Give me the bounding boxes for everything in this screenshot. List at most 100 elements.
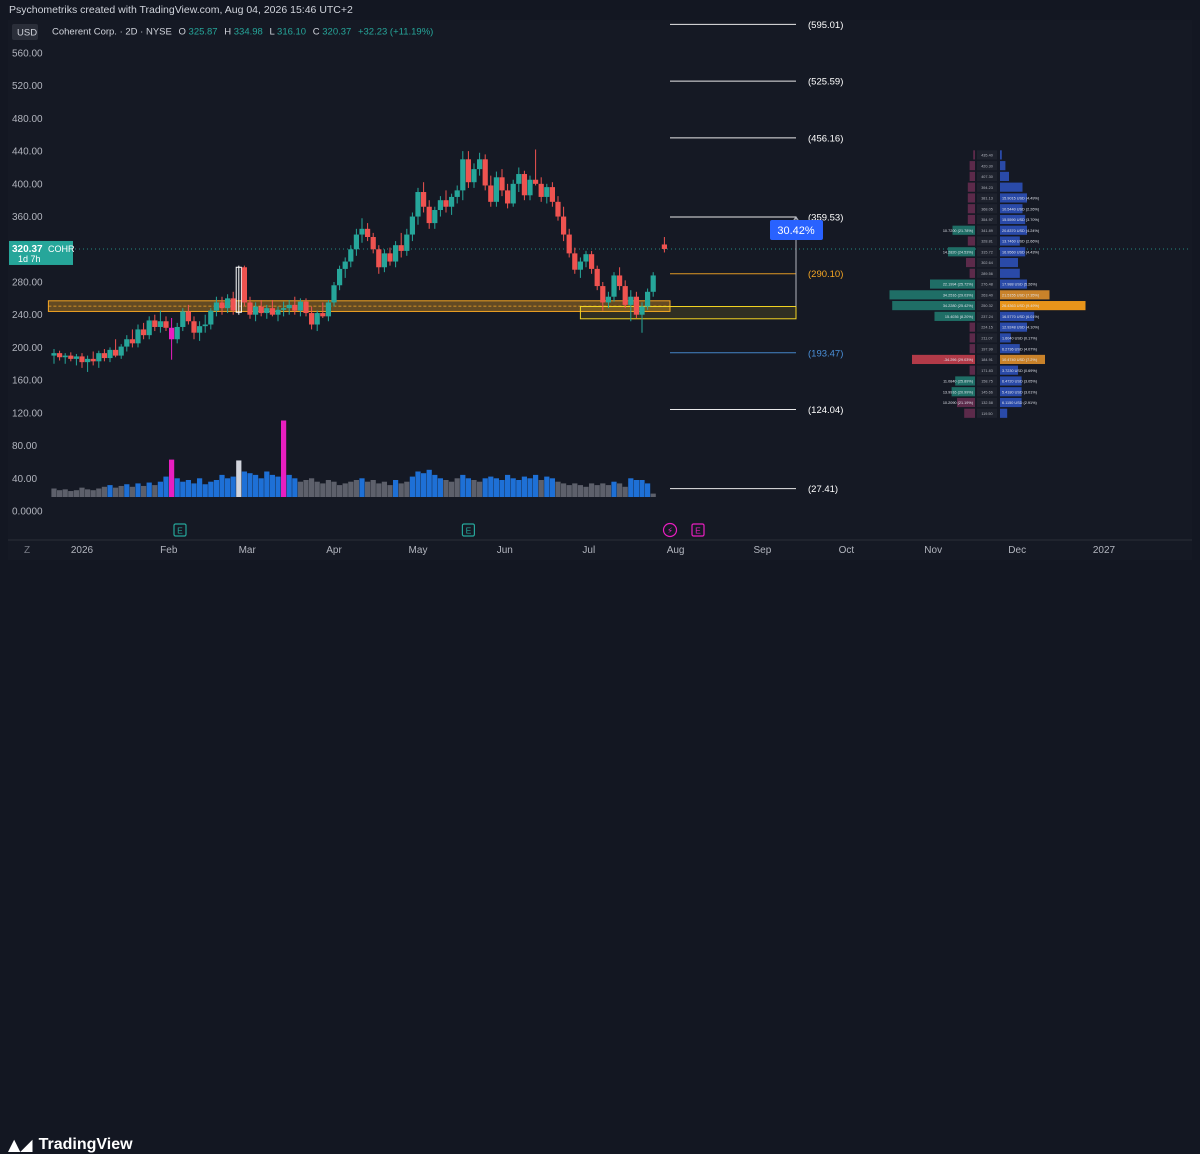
profile-right-bar <box>1000 322 1027 332</box>
volume-bar <box>527 478 533 497</box>
candle-body <box>533 179 539 184</box>
profile-right-label: 6.2736 USD (4.07%) <box>1002 347 1038 351</box>
profile-left-bar <box>964 408 975 418</box>
candle-body <box>85 358 91 363</box>
event-marker-label: E <box>177 526 183 536</box>
volume-bar <box>163 476 169 497</box>
candle-body <box>589 254 595 269</box>
profile-left-label: 14.2820 (24.53%) <box>943 250 974 254</box>
c-value: 320.37 <box>322 27 351 38</box>
candle-body <box>572 253 578 270</box>
profile-right-bar <box>1000 268 1020 278</box>
profile-price-label: 276.48 <box>981 283 993 287</box>
x-tick-label: May <box>409 545 428 556</box>
profile-left-label: 15.4036 (8.20%) <box>945 315 974 319</box>
candle-body <box>611 275 617 297</box>
profile-price-label: 158.75 <box>981 380 993 384</box>
candle-body <box>482 159 488 186</box>
volume-bar <box>359 478 365 497</box>
profile-price-label: 407.30 <box>981 175 993 179</box>
candle-body <box>320 313 326 317</box>
earnings-marker-icon[interactable] <box>173 523 187 537</box>
event-marker-icon[interactable] <box>662 522 678 538</box>
x-tick-label: Mar <box>239 545 257 556</box>
volume-bar <box>370 480 376 497</box>
measure-label: 30.42% <box>777 225 815 237</box>
profile-left-bar <box>892 301 975 311</box>
volume-bar <box>236 460 242 497</box>
profile-right-label: 26.4363 USD (9.49%) <box>1002 304 1040 308</box>
x-tick-label: Jul <box>582 545 595 556</box>
change-value: +32.23 (+11.19%) <box>358 27 433 38</box>
volume-bar <box>443 480 449 497</box>
profile-price-cell <box>977 322 997 332</box>
event-markers: E E ⚡ E <box>173 522 705 538</box>
volume-bar <box>202 484 208 497</box>
volume-bar <box>628 478 634 497</box>
earnings-marker-icon[interactable] <box>691 523 705 537</box>
profile-price-cell <box>977 171 997 182</box>
profile-right-label: 6.4720 USD (3.05%) <box>1002 380 1038 384</box>
timezone-button[interactable]: Z <box>24 545 30 556</box>
profile-left-label: 13.9916 (20.99%) <box>943 390 974 394</box>
volume-bar <box>415 471 421 497</box>
profile-left-label: 10.2090 (21.19%) <box>943 401 974 405</box>
event-marker-label: E <box>466 526 472 536</box>
candle-body <box>622 286 628 305</box>
currency-button[interactable] <box>12 24 38 40</box>
profile-left-bar <box>969 268 975 278</box>
x-tick-label: Oct <box>839 545 855 556</box>
volume-bar <box>471 480 477 497</box>
candle-body <box>454 190 460 197</box>
y-tick-label: 120.00 <box>12 408 43 419</box>
profile-right-bar <box>1000 354 1045 365</box>
profile-right-bar <box>1000 204 1023 214</box>
volume-bar <box>561 483 567 497</box>
candle-body <box>628 296 634 305</box>
candle-body <box>135 329 141 344</box>
volume-bar <box>51 488 57 497</box>
volume-bar <box>477 481 483 497</box>
volume-bar <box>169 459 175 497</box>
chart-frame <box>8 20 1192 560</box>
candle-body <box>521 174 527 196</box>
profile-right-bar <box>1000 376 1022 386</box>
candle-body <box>197 326 203 333</box>
profile-right-bar <box>1000 333 1011 343</box>
profile-right-label: 3.7230 USD (0.69%) <box>1002 369 1038 373</box>
candle-body <box>129 339 135 344</box>
profile-left-bar <box>889 290 975 300</box>
candle-body <box>146 320 152 336</box>
volume-bar <box>253 474 259 497</box>
o-label: O <box>179 27 186 38</box>
candle-body <box>169 327 175 340</box>
profile-right-bar <box>1000 344 1020 354</box>
fib-level-label: (193.47) <box>808 348 843 359</box>
x-tick-label: Feb <box>160 545 178 556</box>
current-ticker-label: COHR <box>48 244 75 254</box>
volume-bar <box>191 483 197 497</box>
volume-bar <box>157 481 163 497</box>
candle-body <box>561 216 567 235</box>
y-tick-label: 160.00 <box>12 376 43 387</box>
profile-price-cell <box>977 279 997 289</box>
profile-price-cell <box>977 214 997 225</box>
profile-left-bar <box>969 344 975 354</box>
earnings-marker-icon[interactable] <box>461 523 475 537</box>
candle-body <box>365 228 371 238</box>
volume-bar <box>421 473 427 497</box>
price-chart[interactable]: (595.01) (525.59) (456.16) (359.53) (290.10)… <box>0 0 1200 563</box>
volume-bar <box>219 474 225 497</box>
profile-price-cell <box>977 257 997 268</box>
candle-body <box>185 311 191 322</box>
candle-body <box>437 200 443 211</box>
profile-price-label: 328.81 <box>981 240 993 244</box>
volume-bar <box>152 485 158 497</box>
volume-bar <box>493 478 499 497</box>
candle-body <box>292 304 298 311</box>
profile-left-label: 22.1994 (25.72%) <box>943 283 974 287</box>
candle-body <box>174 326 180 340</box>
candle-body <box>488 185 494 202</box>
profile-price-label: 211.07 <box>981 337 992 341</box>
candle-body <box>409 216 415 235</box>
